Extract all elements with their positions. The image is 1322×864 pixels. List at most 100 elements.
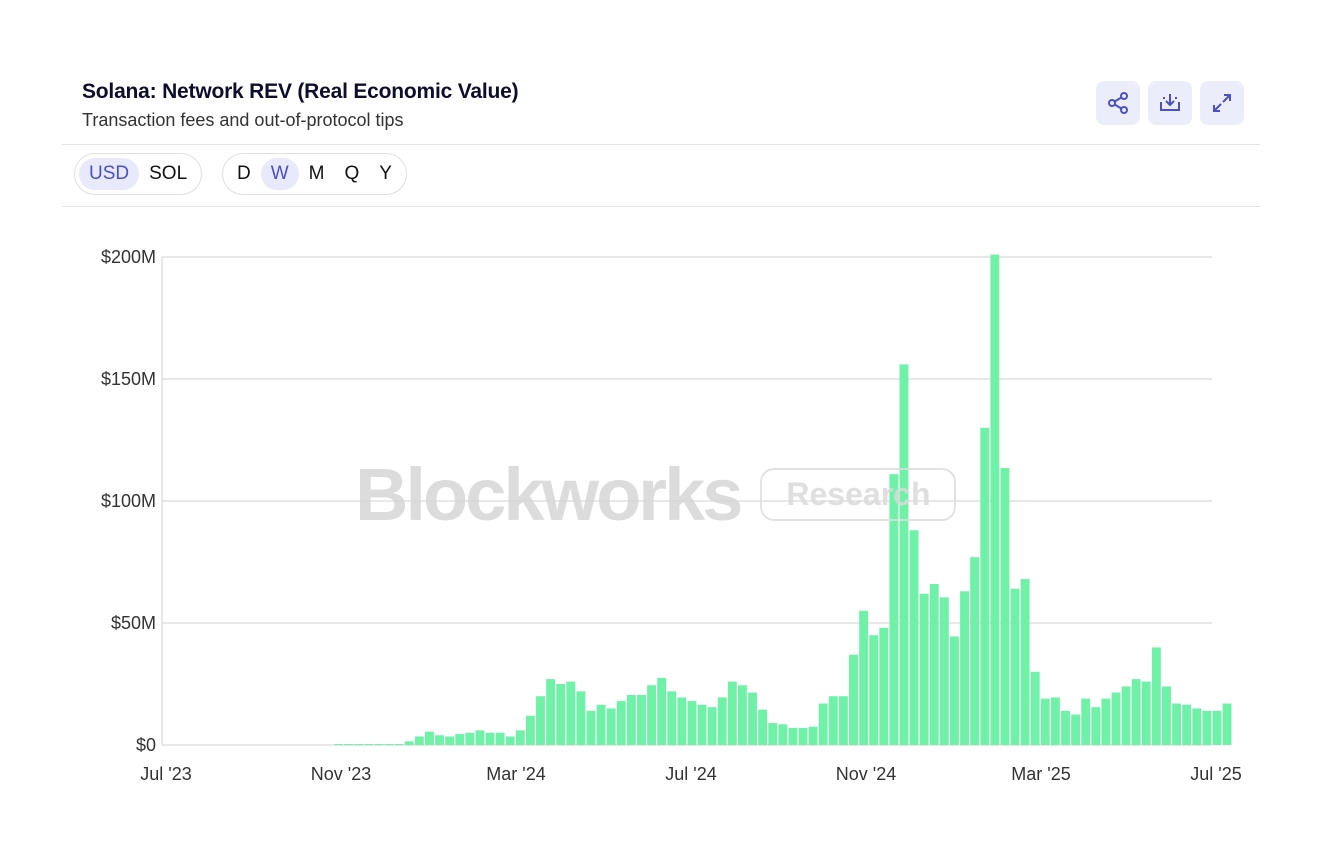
- bar[interactable]: [808, 726, 818, 745]
- bar[interactable]: [1061, 710, 1070, 745]
- bar[interactable]: [1182, 704, 1192, 745]
- bar[interactable]: [1020, 579, 1030, 745]
- bar[interactable]: [1091, 707, 1101, 745]
- period-month-toggle[interactable]: M: [308, 163, 325, 184]
- bar[interactable]: [980, 427, 990, 745]
- bar[interactable]: [394, 744, 404, 745]
- bar[interactable]: [939, 597, 949, 745]
- bar[interactable]: [1000, 468, 1010, 745]
- bar[interactable]: [1030, 671, 1040, 745]
- bar[interactable]: [828, 696, 838, 745]
- bar[interactable]: [929, 583, 939, 745]
- bar[interactable]: [344, 744, 354, 745]
- bar[interactable]: [960, 591, 969, 745]
- bar[interactable]: [1010, 588, 1020, 745]
- bar[interactable]: [546, 679, 556, 745]
- bar[interactable]: [1222, 703, 1232, 745]
- bar[interactable]: [748, 692, 757, 745]
- bar[interactable]: [647, 685, 657, 745]
- bar[interactable]: [1212, 710, 1222, 745]
- bar[interactable]: [475, 730, 485, 745]
- bar[interactable]: [889, 474, 899, 745]
- period-quarter-toggle[interactable]: Q: [344, 163, 360, 184]
- bar[interactable]: [586, 710, 596, 745]
- bar[interactable]: [1172, 703, 1182, 745]
- bar[interactable]: [818, 703, 828, 745]
- bar[interactable]: [990, 254, 1000, 745]
- bar[interactable]: [596, 704, 606, 745]
- bar[interactable]: [970, 557, 980, 745]
- bar[interactable]: [445, 736, 455, 745]
- bar[interactable]: [768, 723, 778, 745]
- bar[interactable]: [465, 732, 475, 745]
- bar[interactable]: [556, 684, 566, 745]
- bar[interactable]: [1081, 698, 1091, 745]
- bar[interactable]: [1192, 708, 1202, 745]
- bar[interactable]: [1141, 681, 1151, 745]
- bar[interactable]: [637, 694, 646, 745]
- bar[interactable]: [798, 727, 808, 745]
- bar[interactable]: [899, 364, 909, 745]
- bar[interactable]: [606, 708, 616, 745]
- bar[interactable]: [677, 697, 687, 745]
- bar[interactable]: [1131, 679, 1141, 745]
- bar[interactable]: [778, 724, 788, 745]
- bar[interactable]: [334, 744, 344, 745]
- bar[interactable]: [667, 691, 677, 745]
- bar[interactable]: [435, 735, 444, 745]
- period-day-toggle[interactable]: D: [237, 163, 251, 184]
- bar[interactable]: [495, 732, 505, 745]
- bar[interactable]: [1111, 692, 1121, 745]
- bar[interactable]: [1121, 686, 1131, 745]
- bar[interactable]: [727, 681, 737, 745]
- expand-button[interactable]: [1200, 81, 1244, 125]
- bar[interactable]: [1151, 647, 1161, 745]
- bar[interactable]: [576, 691, 586, 745]
- bar[interactable]: [879, 627, 889, 745]
- bar[interactable]: [374, 744, 384, 745]
- bar[interactable]: [455, 734, 465, 745]
- period-year-toggle[interactable]: Y: [379, 163, 392, 184]
- bar[interactable]: [1050, 697, 1060, 745]
- bar[interactable]: [657, 677, 667, 745]
- currency-usd-toggle[interactable]: USD: [79, 158, 140, 190]
- bar[interactable]: [364, 744, 374, 745]
- bar[interactable]: [1101, 698, 1111, 745]
- download-button[interactable]: [1148, 81, 1192, 125]
- period-toggle: D W M Q Y: [222, 153, 407, 195]
- bar[interactable]: [697, 704, 707, 745]
- bar[interactable]: [566, 681, 576, 745]
- bar[interactable]: [536, 696, 545, 745]
- share-button[interactable]: [1096, 81, 1140, 125]
- bar[interactable]: [515, 730, 525, 745]
- bar[interactable]: [707, 707, 717, 745]
- bar[interactable]: [1202, 710, 1212, 745]
- bar[interactable]: [425, 731, 434, 745]
- bar[interactable]: [525, 715, 535, 745]
- period-week-toggle[interactable]: W: [260, 158, 299, 190]
- bar[interactable]: [354, 744, 364, 745]
- bar[interactable]: [788, 727, 798, 745]
- currency-sol-toggle[interactable]: SOL: [149, 163, 188, 184]
- bar[interactable]: [485, 732, 495, 745]
- bar[interactable]: [869, 635, 879, 745]
- bar[interactable]: [505, 736, 515, 745]
- bar[interactable]: [616, 701, 626, 745]
- bar[interactable]: [838, 696, 848, 745]
- bar[interactable]: [919, 593, 929, 745]
- bar[interactable]: [849, 654, 858, 745]
- bar[interactable]: [414, 736, 424, 745]
- bar[interactable]: [758, 709, 768, 745]
- bar[interactable]: [1040, 698, 1050, 745]
- bar[interactable]: [717, 697, 727, 745]
- bar[interactable]: [859, 610, 869, 745]
- bar[interactable]: [384, 744, 394, 745]
- bar[interactable]: [687, 701, 697, 745]
- bar[interactable]: [404, 741, 414, 745]
- bar[interactable]: [1162, 686, 1171, 745]
- bar[interactable]: [950, 636, 959, 745]
- bar[interactable]: [909, 530, 919, 745]
- bar[interactable]: [1071, 714, 1081, 746]
- bar[interactable]: [737, 685, 747, 745]
- bar[interactable]: [626, 694, 636, 745]
